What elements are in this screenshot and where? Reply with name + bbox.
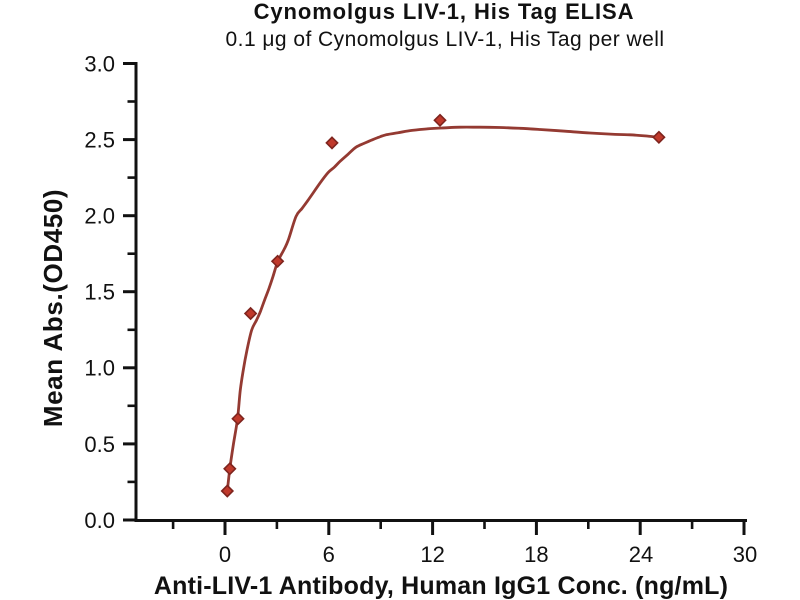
svg-text:0: 0 xyxy=(219,542,231,567)
svg-text:2.5: 2.5 xyxy=(84,128,115,153)
svg-text:1.5: 1.5 xyxy=(84,280,115,305)
svg-text:18: 18 xyxy=(524,542,548,567)
svg-text:Cynomolgus LIV-1, His Tag ELIS: Cynomolgus LIV-1, His Tag ELISA xyxy=(254,0,635,24)
svg-text:2.0: 2.0 xyxy=(84,204,115,229)
svg-text:Anti-LIV-1 Antibody, Human IgG: Anti-LIV-1 Antibody, Human IgG1 Conc. (n… xyxy=(154,572,728,600)
svg-text:12: 12 xyxy=(420,542,444,567)
svg-text:Mean Abs.(OD450): Mean Abs.(OD450) xyxy=(38,189,68,427)
svg-text:1.0: 1.0 xyxy=(84,356,115,381)
svg-text:3.0: 3.0 xyxy=(84,51,115,76)
svg-text:30: 30 xyxy=(733,542,757,567)
svg-text:24: 24 xyxy=(629,542,653,567)
svg-text:0.0: 0.0 xyxy=(84,508,115,533)
svg-text:0.1 μg of Cynomolgus LIV-1, Hi: 0.1 μg of Cynomolgus LIV-1, His Tag per … xyxy=(226,28,665,51)
svg-text:6: 6 xyxy=(323,542,335,567)
svg-text:0.5: 0.5 xyxy=(84,432,115,457)
